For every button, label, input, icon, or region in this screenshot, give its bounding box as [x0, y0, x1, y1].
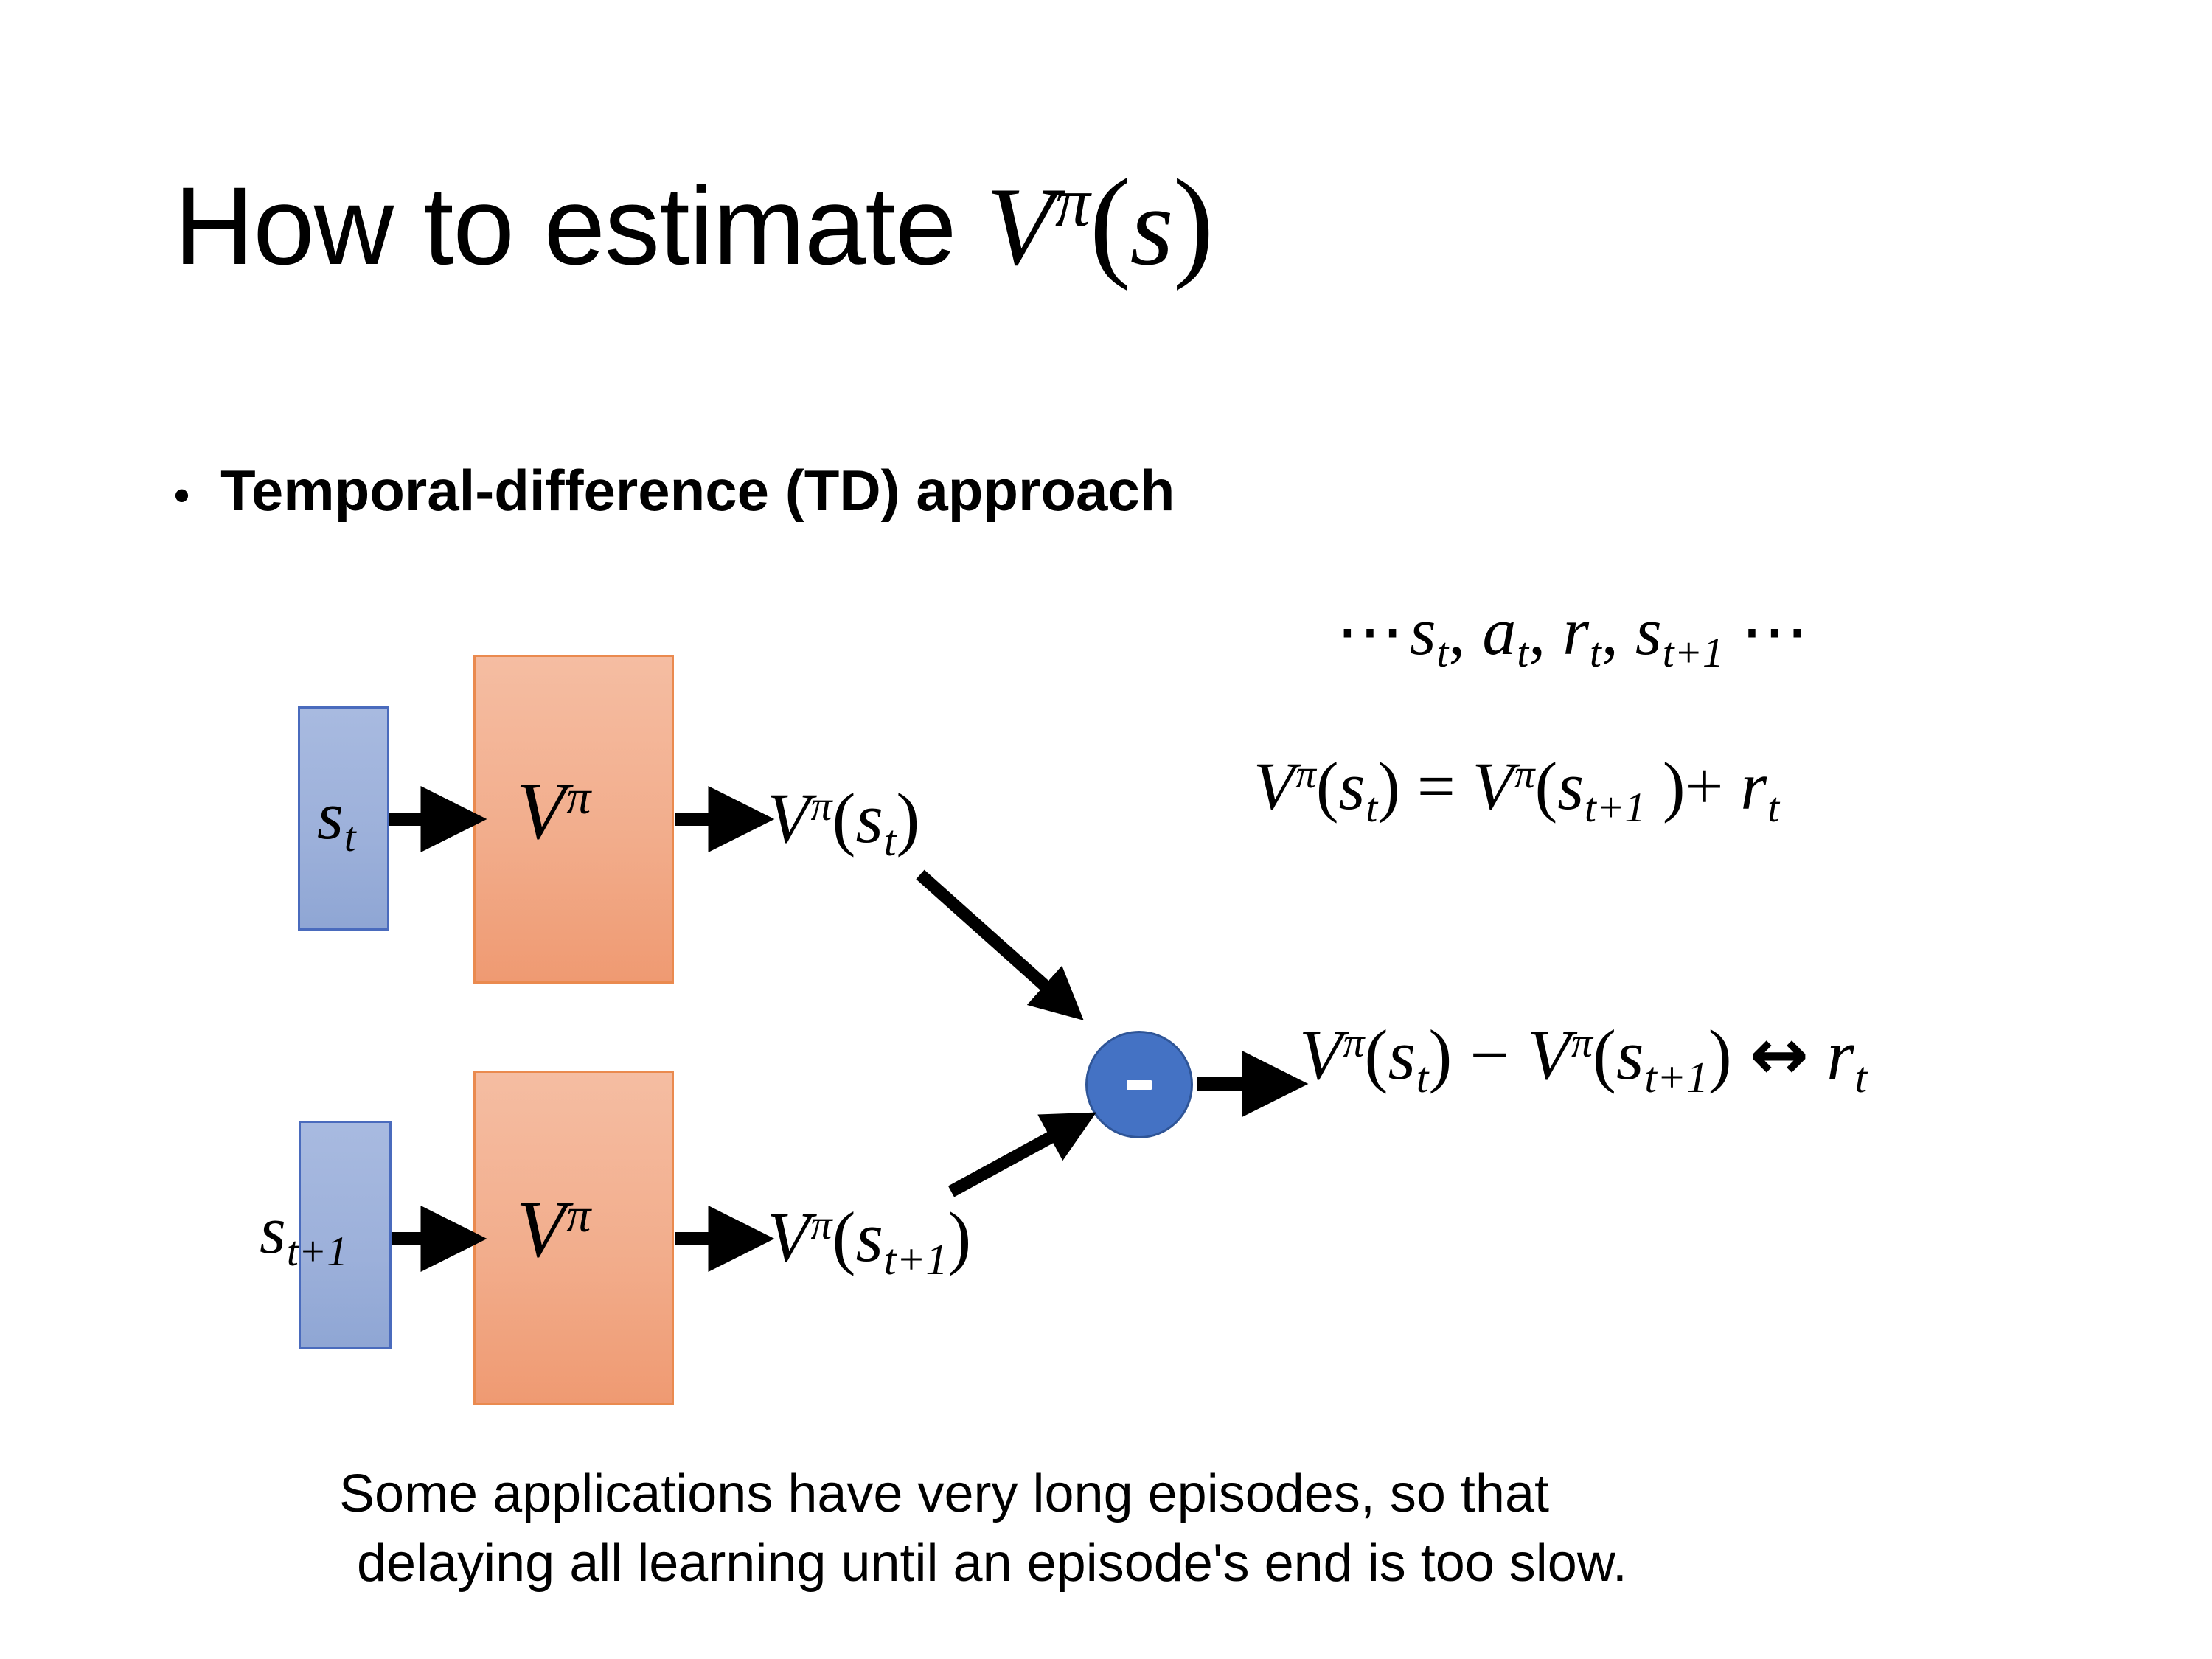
value-function-box-top: [473, 655, 674, 984]
title-math-superscript-pi: π: [1054, 163, 1091, 241]
title-math-s: s: [1130, 164, 1174, 288]
title-text: How to estimate: [174, 164, 987, 288]
title-paren-close: ): [1172, 154, 1214, 291]
state-box-bottom-label: st+1: [260, 1192, 348, 1276]
state-box-bottom: [299, 1121, 392, 1349]
equation-trajectory: ⋯ st, at, rt, st+1 ⋯: [1336, 594, 1809, 677]
arrow-top-output-to-subtraction: [916, 869, 1084, 1020]
value-function-box-top-label: Vπ: [516, 766, 591, 856]
title-math-v: V: [986, 164, 1054, 288]
bullet-item: • Temporal-difference (TD) approach: [174, 457, 1175, 524]
bullet-label: Temporal-difference (TD) approach: [220, 458, 1175, 523]
equation-bellman: Vπ(st) = Vπ(st+1 )+ rt: [1253, 748, 1780, 832]
minus-icon: [1127, 1079, 1152, 1090]
double-arrow-icon: ↔: [1749, 1013, 1809, 1096]
state-box-top-label: st: [317, 778, 356, 861]
page-title: How to estimate Vπ(s): [174, 156, 1944, 290]
output-label-bottom: Vπ(st+1): [767, 1197, 972, 1284]
caption-line-1: Some applications have very long episode…: [339, 1464, 1549, 1523]
arrow-bottom-output-to-subtraction: [947, 1112, 1096, 1197]
caption-line-2: delaying all learning until an episode's…: [357, 1533, 1627, 1593]
value-function-box-bottom-label: Vπ: [516, 1184, 591, 1274]
title-paren-open: (: [1089, 154, 1131, 291]
value-function-box-bottom: [473, 1071, 674, 1405]
equation-td-error: Vπ(st) − Vπ(st+1) ↔ rt: [1299, 1013, 1868, 1102]
state-box-top: [298, 706, 389, 931]
output-label-top: Vπ(st): [767, 779, 920, 865]
slide-caption: Some applications have very long episode…: [339, 1460, 2006, 1598]
subtraction-node: [1085, 1031, 1193, 1138]
bullet-marker-icon: •: [174, 470, 190, 520]
